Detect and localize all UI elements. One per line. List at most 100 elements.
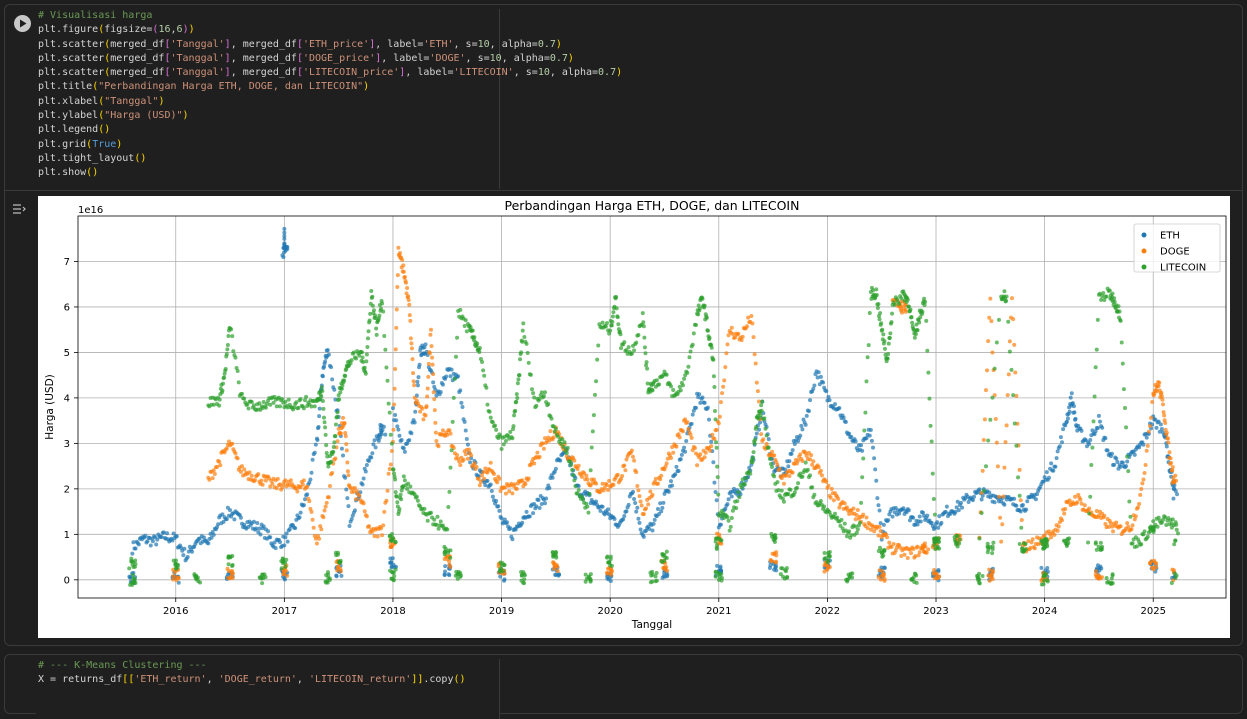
data-point-eth (313, 442, 318, 447)
data-point-eth_base (660, 575, 665, 580)
data-point-litecoin (697, 306, 702, 311)
data-point-litecoin_base (985, 550, 990, 555)
data-point-doge (503, 491, 508, 496)
data-point-litecoin_base (607, 560, 612, 565)
data-point-eth (1144, 435, 1149, 440)
data-point-doge (322, 508, 327, 513)
data-point-litecoin (988, 417, 993, 422)
data-point-eth (783, 467, 788, 472)
data-point-litecoin (680, 383, 685, 388)
data-point-low_base (389, 576, 394, 581)
data-point-doge (670, 445, 675, 450)
data-point-litecoin_base (279, 566, 284, 571)
data-point-eth (282, 230, 287, 235)
data-point-eth (679, 452, 684, 457)
data-point-litecoin (1100, 294, 1105, 299)
data-point-litecoin (833, 511, 838, 516)
data-point-doge (1156, 383, 1161, 388)
data-point-doge (1042, 533, 1047, 538)
code-line: plt.title("Perbandingan Harga ETH, DOGE,… (38, 81, 370, 93)
data-point-doge (829, 486, 834, 491)
code-editor[interactable]: # --- K-Means Clustering --- X = returns_… (36, 659, 500, 719)
data-point-doge (345, 460, 350, 465)
data-point-litecoin (485, 402, 490, 407)
data-point-litecoin (224, 352, 229, 357)
code-cell-kmeans[interactable]: # --- K-Means Clustering --- X = returns_… (4, 654, 1243, 719)
data-point-doge (718, 400, 723, 405)
data-point-litecoin (234, 365, 239, 370)
data-point-doge_base (226, 576, 231, 581)
data-point-litecoin (664, 372, 669, 377)
data-point-eth (305, 492, 310, 497)
data-point-doge_base (605, 571, 610, 576)
data-point-doge (669, 455, 674, 460)
data-point-eth (624, 509, 629, 514)
data-point-doge_base (448, 565, 453, 570)
data-point-doge (800, 459, 805, 464)
data-point-doge (410, 357, 415, 362)
data-point-doge (343, 430, 348, 435)
data-point-litecoin (759, 408, 764, 413)
data-point-eth (859, 443, 864, 448)
data-point-eth (1115, 460, 1120, 465)
data-point-litecoin (855, 527, 860, 532)
data-point-litecoin (751, 455, 756, 460)
data-point-eth (711, 460, 716, 465)
data-point-eth (911, 515, 916, 520)
data-point-doge (1136, 505, 1141, 510)
data-point-litecoin (994, 340, 999, 345)
data-point-litecoin (271, 400, 276, 405)
run-cell-button[interactable] (14, 15, 31, 32)
data-point-doge (421, 417, 426, 422)
data-point-eth (1173, 489, 1178, 494)
data-point-litecoin (304, 394, 309, 399)
data-point-doge (887, 540, 892, 545)
data-point-eth (811, 386, 816, 391)
data-point-doge (902, 552, 907, 557)
data-point-doge (624, 457, 629, 462)
data-point-doge_base (229, 570, 234, 575)
data-point-litecoin_base (713, 539, 718, 544)
code-line: plt.legend() (38, 124, 111, 136)
data-point-eth (1012, 496, 1017, 501)
data-point-doge (585, 477, 590, 482)
data-point-eth (843, 419, 848, 424)
data-point-eth (181, 553, 186, 558)
data-point-doge (1139, 487, 1144, 492)
data-point-litecoin (436, 526, 441, 531)
data-point-litecoin (450, 419, 455, 424)
output-divider (5, 190, 1242, 191)
data-point-eth (726, 497, 731, 502)
data-point-litecoin (301, 406, 306, 411)
data-point-litecoin (392, 471, 397, 476)
data-point-eth (376, 438, 381, 443)
data-point-low_base (847, 574, 852, 579)
data-point-doge (404, 280, 408, 285)
data-point-litecoin (737, 495, 742, 500)
data-point-eth (1156, 419, 1161, 424)
data-point-litecoin (220, 381, 225, 386)
data-point-eth (792, 441, 797, 446)
data-point-doge (472, 461, 477, 466)
data-point-doge (256, 472, 261, 477)
data-point-eth (881, 522, 886, 527)
data-point-litecoin (320, 388, 325, 393)
data-point-doge (466, 447, 471, 452)
data-point-litecoin (508, 429, 513, 434)
data-point-eth (758, 420, 763, 425)
data-point-eth (1057, 444, 1062, 449)
data-point-eth (1114, 456, 1119, 461)
data-point-litecoin (715, 464, 720, 469)
data-point-doge (1130, 523, 1135, 528)
data-point-doge (428, 332, 433, 337)
data-point-doge (1078, 497, 1083, 502)
code-cell-visualization[interactable]: # Visualisasi harga plt.figure(figsize=(1… (4, 4, 1243, 646)
data-point-litecoin_base (393, 539, 398, 544)
output-toggle-icon[interactable] (11, 201, 27, 215)
code-editor[interactable]: # Visualisasi harga plt.figure(figsize=(1… (36, 9, 622, 189)
data-point-eth (1002, 502, 1007, 507)
data-point-litecoin_base (664, 549, 669, 554)
data-point-doge (300, 482, 305, 487)
data-point-doge_base (774, 550, 779, 555)
data-point-litecoin (702, 303, 707, 308)
